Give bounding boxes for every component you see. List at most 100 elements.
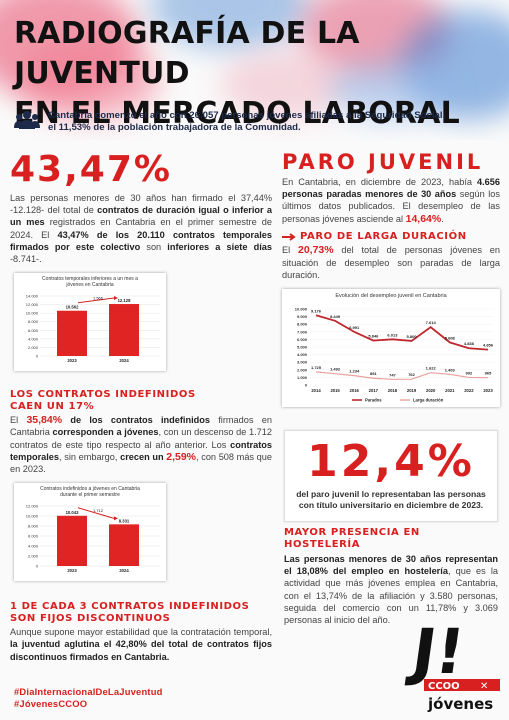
bar-value-label: 12.128 bbox=[118, 298, 131, 303]
right-column: PARO JUVENIL En Cantabria, en diciembre … bbox=[282, 148, 500, 407]
paro-paragraph: En Cantabria, en diciembre de 2023, habí… bbox=[282, 177, 500, 225]
chart-desempleo-title: Evolución del desempleo juvenil en Canta… bbox=[335, 292, 447, 299]
x-tick-label: 2020 bbox=[426, 388, 436, 393]
y-tick-label: 2.000 bbox=[28, 554, 39, 559]
y-tick-label: 6.000 bbox=[28, 328, 39, 333]
y-tick-label: 12.000 bbox=[26, 504, 39, 509]
data-label: 1.725 bbox=[311, 365, 322, 370]
delta-arrow-head bbox=[114, 516, 118, 521]
chart-temporales-title: Contratos temporales inferiores a un mes… bbox=[42, 276, 138, 289]
y-tick-label: 8.000 bbox=[297, 322, 308, 327]
indefinidos-heading-2: CAEN UN 17% bbox=[10, 400, 95, 412]
data-label: 4.838 bbox=[464, 341, 475, 346]
y-tick-label: 9.000 bbox=[297, 314, 308, 319]
delta-arrow-head bbox=[114, 296, 118, 301]
y-tick-label: 8.000 bbox=[28, 319, 39, 324]
y-tick-label: 0 bbox=[36, 564, 39, 569]
delta-label: 1.566 bbox=[93, 296, 104, 301]
x-tick-label: 2016 bbox=[350, 388, 360, 393]
bar-value-label: 10.562 bbox=[66, 305, 79, 310]
y-tick-label: 4.000 bbox=[28, 544, 39, 549]
fijos-heading-1: 1 DE CADA 3 CONTRATOS INDEFINIDOS bbox=[10, 601, 250, 613]
y-tick-label: 4.000 bbox=[28, 337, 39, 342]
logo-sub: jóvenes bbox=[427, 695, 493, 713]
y-tick-label: 7.000 bbox=[297, 329, 308, 334]
temporales-big-number: 43,47% bbox=[10, 149, 172, 190]
data-label: 8.449 bbox=[330, 314, 341, 319]
data-label: 965 bbox=[485, 371, 492, 376]
arrow-right-icon bbox=[282, 232, 296, 241]
bar-2024 bbox=[109, 304, 139, 357]
x-tick-label: 2018 bbox=[388, 388, 398, 393]
fijos-paragraph: Aunque supone mayor estabilidad que la c… bbox=[10, 627, 272, 662]
people-icon bbox=[14, 111, 40, 129]
y-tick-label: 2.000 bbox=[28, 345, 39, 350]
data-label: 1.403 bbox=[445, 367, 456, 372]
y-tick-label: 4.000 bbox=[297, 352, 308, 357]
y-tick-label: 0 bbox=[36, 354, 39, 359]
chart-indefinidos-plot: 12.000 10.000 8.000 6.000 4.000 2.000 0 10.043 2… bbox=[26, 504, 160, 573]
hosteleria-heading-1: MAYOR PRESENCIA EN bbox=[284, 527, 420, 538]
hosteleria-section: MAYOR PRESENCIA EN HOSTELERÍA Las person… bbox=[284, 527, 498, 626]
data-label: 747 bbox=[389, 372, 396, 377]
data-label: 9.176 bbox=[311, 308, 322, 313]
y-tick-label: 3.000 bbox=[297, 360, 308, 365]
x-tick-label: 2019 bbox=[407, 388, 417, 393]
intro-line-1: Cantabria comenzó el año con 26.057 pers… bbox=[48, 110, 446, 121]
universitario-box: 12,4% del paro juvenil lo representaban … bbox=[284, 430, 498, 522]
x-tick-label: 2015 bbox=[330, 388, 340, 393]
delta-label: 1.712 bbox=[93, 508, 104, 513]
hashtag-jovenes-ccoo[interactable]: #JóvenesCCOO bbox=[14, 698, 88, 709]
x-tick-label: 2023 bbox=[483, 388, 493, 393]
fijos-heading-2: SON FIJOS DISCONTINUOS bbox=[10, 612, 171, 624]
hashtags: #DiaInternacionalDeLaJuventud #JóvenesCC… bbox=[14, 686, 163, 710]
title-line-2: EN EL MERCADO LABORAL bbox=[14, 96, 460, 131]
temporales-paragraph: Las personas menores de 30 años han firm… bbox=[10, 193, 272, 265]
y-tick-label: 8.000 bbox=[28, 524, 39, 529]
y-tick-label: 5.000 bbox=[297, 344, 308, 349]
y-tick-label: 10.000 bbox=[26, 311, 39, 316]
bar-2024 bbox=[109, 524, 139, 567]
universitario-line-2: con título universitario en diciembre de… bbox=[298, 500, 484, 510]
universitario-line-1: del paro juvenil lo representaban las pe… bbox=[296, 489, 486, 499]
indefinidos-heading-1: LOS CONTRATOS INDEFINIDOS bbox=[10, 389, 196, 401]
y-tick-label: 12.000 bbox=[26, 302, 39, 307]
data-label: 6.013 bbox=[387, 332, 398, 337]
legend-label-parados: Parados bbox=[365, 397, 382, 402]
data-label: 992 bbox=[466, 370, 473, 375]
svg-text:✕: ✕ bbox=[480, 681, 488, 692]
y-tick-label: 6.000 bbox=[28, 534, 39, 539]
data-label: 4.656 bbox=[483, 343, 494, 348]
paro-heading: PARO JUVENIL bbox=[282, 150, 484, 174]
series-line-larga-duracion bbox=[315, 371, 489, 380]
title-line-1: RADIOGRAFÍA DE LA JUVENTUD bbox=[14, 16, 360, 91]
y-tick-label: 14.000 bbox=[26, 294, 39, 299]
y-tick-label: 1.000 bbox=[297, 375, 308, 380]
x-tick-label: 2014 bbox=[311, 388, 321, 393]
bar-value-label: 10.043 bbox=[66, 510, 79, 515]
hashtag-dia-juventud[interactable]: #DiaInternacionalDeLaJuventud bbox=[14, 686, 163, 697]
x-tick-label: 2023 bbox=[67, 358, 77, 363]
larga-heading: PARO DE LARGA DURACIÓN bbox=[282, 231, 500, 243]
legend-label-larga-duracion: Larga duración bbox=[413, 397, 444, 402]
left-column: 43,47% Las personas menores de 30 años h… bbox=[10, 148, 272, 663]
data-label: 5.608 bbox=[445, 335, 456, 340]
data-label: 762 bbox=[408, 372, 415, 377]
delta-arrow bbox=[77, 507, 115, 520]
delta-arrow bbox=[77, 297, 115, 304]
chart-indefinidos: Contratos indefinidos a jóvenes en Canta… bbox=[14, 483, 166, 582]
y-tick-label: 10.000 bbox=[26, 514, 39, 519]
chart-desempleo-plot: 10.000 9.000 8.000 7.000 6.000 5.000 4.000 3.00… bbox=[295, 306, 494, 402]
x-tick-label: 2024 bbox=[119, 358, 129, 363]
data-label: 5.846 bbox=[368, 333, 379, 338]
data-label: 5.800 bbox=[407, 334, 418, 339]
chart-temporales: Contratos temporales inferiores a un mes… bbox=[14, 273, 166, 372]
data-label: 1.622 bbox=[426, 366, 437, 371]
hosteleria-paragraph: Las personas menores de 30 años represen… bbox=[284, 554, 498, 626]
data-label: 1.234 bbox=[349, 369, 360, 374]
data-label: 6.991 bbox=[349, 325, 360, 330]
bar-2023 bbox=[57, 516, 87, 567]
bar-value-label: 8.331 bbox=[119, 519, 130, 524]
y-tick-label: 6.000 bbox=[297, 337, 308, 342]
logo-mark: J! bbox=[404, 615, 470, 688]
